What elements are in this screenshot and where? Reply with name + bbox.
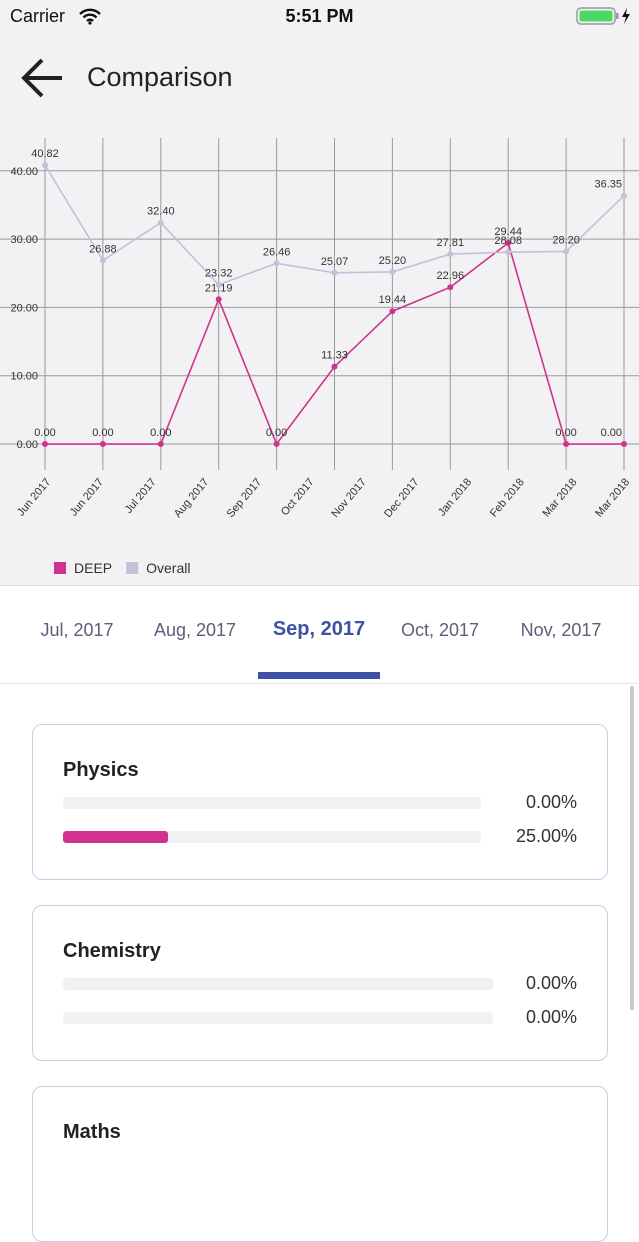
scrollbar [630, 686, 634, 1010]
tab-indicator [258, 672, 380, 679]
x-tick-label: Oct 2017 [279, 476, 317, 518]
x-tick-label: Jun 2017 [68, 476, 106, 518]
y-tick-label: 0.00 [17, 439, 38, 451]
x-tick-label: Aug 2017 [172, 476, 211, 520]
value-label: 23.32 [205, 268, 233, 280]
percent-label: 25.00% [515, 826, 577, 846]
value-label: 28.08 [494, 235, 522, 247]
back-button[interactable] [20, 56, 66, 100]
tab[interactable]: Nov, 2017 [520, 620, 602, 640]
point [447, 284, 454, 291]
point [563, 441, 570, 448]
value-label: 22.96 [437, 270, 465, 282]
subject-card: Physics 0.00% 25.00% [32, 724, 608, 880]
value-label: 26.88 [89, 243, 117, 255]
page-title: Comparison [87, 62, 233, 92]
progress-fill [63, 831, 168, 843]
point [621, 192, 627, 199]
legend-label: DEEP [74, 560, 112, 576]
value-label: 0.00 [601, 427, 622, 439]
battery-icon [576, 7, 630, 25]
percent-label: 0.00% [525, 973, 577, 993]
point [215, 296, 222, 303]
legend-label: Overall [146, 560, 190, 576]
value-label: 0.00 [34, 427, 55, 439]
value-label: 11.33 [321, 350, 348, 362]
value-label: 28.20 [552, 234, 580, 246]
y-tick-label: 40.00 [10, 166, 38, 178]
point [157, 219, 164, 226]
point [563, 248, 570, 255]
value-label: 19.44 [379, 294, 407, 306]
carrier: Carrier [10, 6, 66, 26]
legend-swatch [126, 562, 139, 574]
tab-bar [0, 585, 639, 684]
x-tick-label: Jul 2017 [123, 476, 159, 516]
tab[interactable]: Aug, 2017 [153, 620, 237, 640]
value-label: 40.82 [31, 148, 59, 160]
progress-track [63, 1012, 493, 1024]
point [331, 269, 338, 276]
value-label: 27.81 [437, 237, 465, 249]
point [42, 162, 48, 169]
value-label: 26.46 [263, 246, 291, 258]
x-tick-label: Mar 2018 [541, 476, 580, 519]
subject-card: Chemistry 0.00% 0.00% [32, 905, 608, 1061]
point [99, 441, 106, 448]
progress-track [63, 978, 493, 990]
y-tick-label: 20.00 [10, 302, 38, 314]
y-tick-label: 10.00 [10, 371, 38, 383]
tab[interactable]: Sep, 2017 [272, 618, 366, 640]
point [157, 441, 164, 448]
wifi-icon [79, 8, 101, 25]
x-tick-label: Dec 2017 [382, 476, 421, 520]
point [331, 363, 338, 370]
tab[interactable]: Oct, 2017 [400, 620, 480, 640]
value-label: 21.19 [205, 282, 233, 294]
x-tick-label: Sep 2017 [225, 476, 264, 520]
value-label: 32.40 [147, 206, 175, 218]
x-tick-label: Feb 2018 [488, 476, 527, 519]
percent-label: 0.00% [525, 1007, 577, 1027]
chart-panel [0, 0, 639, 585]
point [42, 441, 48, 448]
subject-title: Physics [63, 759, 139, 781]
point [273, 260, 280, 267]
subject-title: Chemistry [63, 940, 161, 962]
point [447, 251, 454, 258]
point [389, 308, 396, 315]
value-label: 29.44 [494, 226, 522, 238]
point [215, 281, 222, 288]
value-label: 0.00 [555, 427, 576, 439]
value-label: 0.00 [150, 427, 171, 439]
x-tick-label: Jun 2017 [15, 476, 53, 518]
subject-card: Maths [32, 1086, 608, 1242]
value-label: 36.35 [594, 179, 622, 191]
point [389, 268, 396, 275]
tab[interactable]: Jul, 2017 [40, 620, 114, 640]
point [273, 441, 280, 448]
value-label: 25.20 [379, 255, 407, 267]
point [505, 249, 512, 256]
point [99, 257, 106, 264]
clock: 5:51 PM [285, 6, 354, 26]
x-tick-label: Nov 2017 [329, 476, 368, 520]
percent-label: 0.00% [525, 792, 577, 812]
subject-title: Maths [63, 1121, 121, 1143]
value-label: 0.00 [92, 427, 113, 439]
point [505, 239, 512, 246]
legend-swatch [54, 562, 66, 574]
y-tick-label: 30.00 [10, 234, 38, 246]
x-tick-label: Mar 2018 [593, 476, 632, 519]
chart: 0.00 10.00 20.00 30.00 40.00 Jun 2017 Jun 2017… [0, 138, 639, 576]
value-label: 25.07 [321, 256, 349, 268]
value-label: 0.00 [266, 427, 287, 439]
progress-track [63, 797, 481, 809]
x-tick-label: Jan 2018 [436, 476, 474, 518]
point [621, 441, 627, 448]
progress-track [63, 831, 481, 843]
